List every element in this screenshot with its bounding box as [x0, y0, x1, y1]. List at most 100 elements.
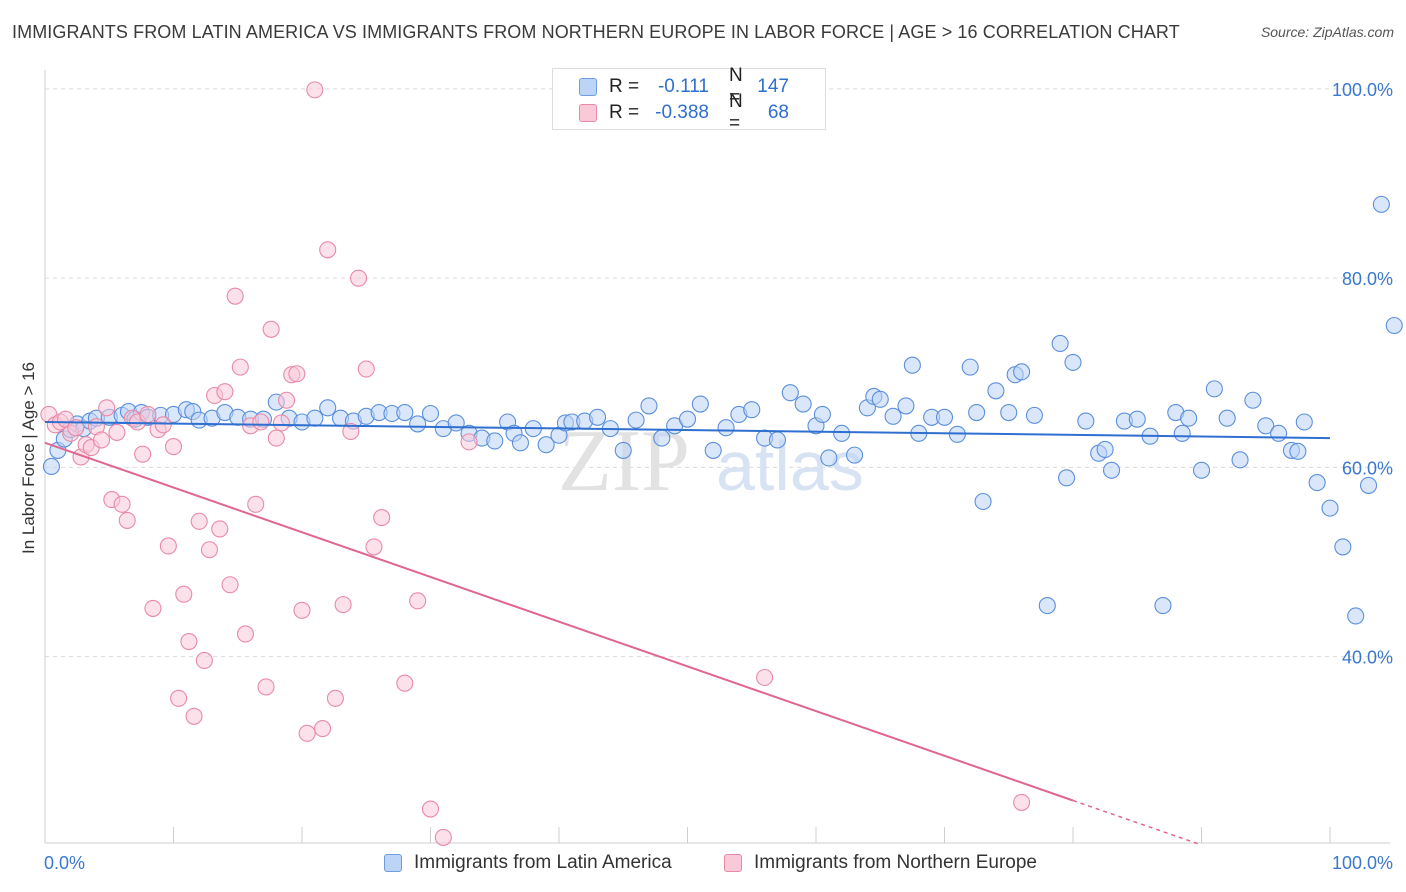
data-point: [98, 399, 116, 417]
data-point: [704, 441, 722, 459]
data-point: [1308, 474, 1326, 492]
data-point: [298, 724, 316, 742]
data-point: [813, 405, 831, 423]
data-point: [614, 441, 632, 459]
data-point: [871, 390, 889, 408]
data-point: [247, 495, 265, 513]
data-point: [1077, 412, 1095, 430]
correlation-legend: R = -0.111 N = 147 R = -0.388 N = 68: [552, 65, 826, 134]
data-point: [365, 538, 383, 556]
data-point: [794, 395, 812, 413]
legend-label: Immigrants from Latin America: [414, 852, 672, 873]
data-point: [113, 495, 131, 513]
data-point: [319, 241, 337, 259]
data-point: [1321, 499, 1339, 517]
legend-row-northern-europe: R = -0.388 N = 68: [579, 91, 789, 134]
data-point: [1289, 442, 1307, 460]
data-point: [717, 419, 735, 437]
data-point: [262, 320, 280, 338]
data-point: [349, 269, 368, 287]
data-point: [252, 413, 270, 431]
data-point: [409, 415, 427, 433]
data-point: [845, 446, 864, 464]
data-point: [987, 382, 1005, 400]
series-latin-america: [42, 195, 1403, 625]
data-point: [1347, 607, 1365, 625]
data-point: [1360, 476, 1378, 494]
data-point: [1244, 391, 1262, 409]
data-point: [154, 416, 172, 434]
data-point: [278, 391, 296, 409]
data-point: [118, 511, 136, 529]
data-point: [1173, 424, 1191, 442]
y-tick-label: 80.0%: [1342, 269, 1393, 289]
data-point: [833, 424, 851, 442]
tick-labels: 40.0% 60.0% 80.0% 100.0% 0.0% 100.0%: [44, 80, 1393, 873]
data-point: [781, 384, 799, 402]
data-point: [884, 407, 902, 425]
trend-lines: [44, 421, 1331, 846]
data-point: [1051, 334, 1069, 353]
data-point: [961, 358, 979, 376]
data-point: [92, 431, 111, 449]
trend-line-northern-europe: [44, 441, 1074, 802]
data-point: [1096, 440, 1114, 458]
data-point: [588, 408, 607, 426]
legend-row-latin-america: R = -0.111 N = 147: [579, 65, 789, 108]
data-point: [1013, 793, 1031, 811]
data-point: [1058, 469, 1076, 487]
data-point: [460, 433, 478, 451]
data-point: [627, 411, 645, 429]
data-point: [195, 651, 213, 670]
data-point: [139, 405, 157, 423]
data-point: [447, 414, 465, 432]
data-point: [409, 592, 427, 610]
data-point: [108, 423, 126, 441]
trend-line-northern-europe-extension: [1072, 799, 1202, 846]
data-point: [1257, 417, 1275, 435]
data-point: [974, 492, 992, 511]
data-point: [306, 409, 324, 427]
data-point: [434, 828, 452, 846]
data-point: [396, 403, 414, 422]
data-point: [144, 599, 162, 617]
data-point: [678, 410, 697, 428]
data-point: [319, 399, 337, 417]
data-point: [1270, 424, 1288, 442]
y-axis-label: In Labor Force | Age > 16: [19, 362, 38, 554]
legend-r-label: R =: [609, 102, 640, 123]
y-tick-label: 40.0%: [1342, 648, 1393, 668]
data-point: [164, 438, 183, 456]
data-point: [1205, 380, 1223, 398]
chart-title: IMMIGRANTS FROM LATIN AMERICA VS IMMIGRA…: [12, 22, 1180, 42]
data-point: [211, 520, 229, 538]
legend-label: Immigrants from Northern Europe: [754, 852, 1037, 873]
legend-r-value: -0.111: [657, 76, 709, 97]
data-point: [653, 429, 671, 447]
data-point: [134, 445, 152, 463]
data-point: [170, 689, 188, 707]
data-point: [421, 404, 440, 423]
data-point: [640, 397, 658, 415]
data-point: [1192, 461, 1211, 479]
data-point: [357, 360, 375, 378]
data-point: [820, 449, 838, 467]
data-point: [903, 356, 921, 374]
data-point: [67, 419, 85, 437]
data-point: [1334, 538, 1352, 556]
legend-swatch-blue: [384, 854, 402, 872]
data-point: [175, 585, 193, 603]
legend-n-label: N =: [729, 91, 743, 134]
data-point: [236, 625, 255, 643]
data-point: [314, 720, 332, 738]
data-point: [334, 596, 352, 614]
legend-swatch-blue: [579, 78, 597, 96]
data-point: [691, 395, 709, 413]
data-point: [537, 436, 555, 454]
data-point: [221, 576, 239, 594]
x-tick-label: 0.0%: [44, 853, 85, 873]
legend-n-label: N =: [729, 65, 743, 108]
data-point: [396, 674, 414, 692]
data-point: [1372, 195, 1390, 213]
data-point: [42, 457, 60, 476]
